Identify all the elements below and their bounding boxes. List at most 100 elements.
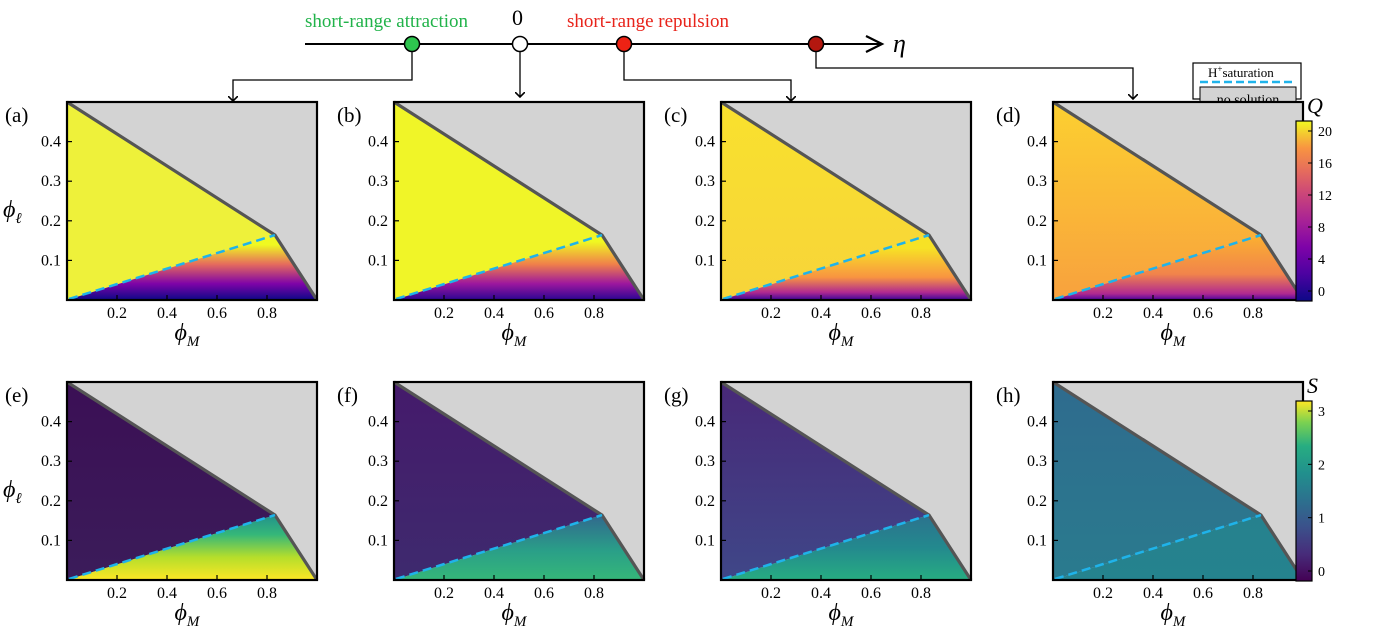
panel-tag: (c)	[664, 103, 687, 127]
panel-frame	[392, 380, 646, 582]
x-tick-label: 0.4	[484, 585, 504, 602]
y-tick-label: 0.4	[695, 134, 715, 151]
y-tick-label: 0.2	[1027, 493, 1047, 510]
x-tick-label: 0.8	[584, 585, 604, 602]
saturation-line	[1054, 233, 1262, 301]
y-tick-label: 0.1	[695, 532, 715, 549]
y-tick-label: 0.2	[368, 213, 388, 230]
lower-region	[721, 235, 971, 300]
x-tick-label: 0.8	[257, 585, 277, 602]
x-tick-label: 0.2	[434, 585, 454, 602]
panel-tag: (b)	[337, 103, 362, 127]
y-tick-label: 0.3	[1027, 453, 1047, 470]
y-axis-label: ϕℓ	[3, 197, 22, 227]
panel-f: 0.2 0.4 0.6 0.8 0.4 0.3 0.2 0.1 ϕM (f)	[337, 380, 646, 630]
x-axis-label: ϕM	[829, 320, 855, 350]
panels-grid: 0.2 0.4 0.6 0.8 0.4 0.3 0.2 0.1 ϕM ϕℓ (a) 0.2 0.4 0.6…	[3, 100, 1305, 630]
x-tick-label: 0.4	[157, 305, 177, 322]
colorbar-q-ticks: 20 16 12 8 4 0	[1308, 125, 1332, 300]
colorbar-tick-label: 0	[1318, 285, 1325, 300]
marker-attraction	[403, 35, 421, 53]
x-axis-label: ϕM	[175, 600, 201, 630]
x-tick-label: 0.6	[534, 305, 554, 322]
y-tick-label: 0.4	[1027, 134, 1047, 151]
x-axis-label: ϕM	[1161, 320, 1187, 350]
x-tick-label: 0.6	[1193, 305, 1213, 322]
panel-tag: (d)	[996, 103, 1021, 127]
x-tick-label: 0.6	[861, 305, 881, 322]
colorbar-tick-label: 2	[1318, 458, 1325, 473]
colorbar-s: S 3 2 1 0	[1295, 373, 1325, 582]
colorbar-tick-label: 4	[1318, 253, 1325, 268]
y-tick-label: 0.4	[368, 414, 388, 431]
x-tick-label: 0.6	[207, 305, 227, 322]
colorbar-tick-label: 8	[1318, 221, 1325, 236]
y-tick-label: 0.2	[1027, 213, 1047, 230]
panel-frame	[65, 100, 319, 302]
colorbar-s-ticks: 3 2 1 0	[1308, 405, 1325, 580]
panel-tag: (a)	[5, 103, 28, 127]
x-tick-label: 0.6	[1193, 585, 1213, 602]
x-tick-label: 0.4	[484, 305, 504, 322]
x-tick-label: 0.4	[1143, 305, 1163, 322]
y-tick-label: 0.1	[41, 252, 61, 269]
y-tick-label: 0.3	[695, 173, 715, 190]
y-tick-label: 0.4	[368, 134, 388, 151]
panel-tag: (f)	[337, 383, 358, 407]
y-tick-label: 0.2	[41, 493, 61, 510]
saturation-line	[395, 233, 603, 301]
y-tick-label: 0.1	[695, 252, 715, 269]
saturation-line	[68, 513, 276, 581]
panel-tag: (e)	[5, 383, 28, 407]
colorbar-tick-label: 1	[1318, 512, 1325, 527]
x-tick-label: 0.6	[534, 585, 554, 602]
connector-a	[233, 44, 413, 101]
x-tick-label: 0.2	[761, 585, 781, 602]
x-tick-label: 0.4	[157, 585, 177, 602]
lower-region	[394, 235, 644, 300]
colorbar-tick-label: 12	[1318, 189, 1332, 204]
lower-region	[67, 235, 317, 300]
panel-frame	[65, 380, 319, 582]
x-tick-label: 0.6	[861, 585, 881, 602]
y-tick-label: 0.2	[41, 213, 61, 230]
y-tick-label: 0.3	[1027, 173, 1047, 190]
eta-axis-symbol: η	[893, 29, 906, 58]
x-tick-label: 0.2	[761, 305, 781, 322]
saturation-line	[722, 513, 930, 581]
x-tick-label: 0.6	[207, 585, 227, 602]
colorbar-tick-label: 0	[1318, 565, 1325, 580]
panel-e: 0.2 0.4 0.6 0.8 0.4 0.3 0.2 0.1 ϕM ϕℓ (e)	[3, 380, 319, 630]
panel-d: 0.2 0.4 0.6 0.8 0.4 0.3 0.2 0.1 ϕM (d)	[996, 100, 1305, 350]
x-tick-label: 0.2	[1093, 305, 1113, 322]
connector-d	[815, 44, 1133, 99]
connector-c	[623, 44, 791, 101]
x-tick-label: 0.2	[1093, 585, 1113, 602]
x-tick-label: 0.8	[1243, 585, 1263, 602]
panel-frame	[719, 380, 973, 582]
x-tick-label: 0.4	[1143, 585, 1163, 602]
y-tick-label: 0.4	[41, 414, 61, 431]
y-tick-label: 0.3	[695, 453, 715, 470]
x-tick-label: 0.4	[811, 585, 831, 602]
x-tick-label: 0.2	[107, 585, 127, 602]
zero-label: 0	[512, 5, 523, 30]
x-tick-label: 0.4	[811, 305, 831, 322]
panel-tag: (h)	[996, 383, 1021, 407]
attraction-label: short-range attraction	[305, 11, 469, 32]
y-tick-label: 0.4	[695, 414, 715, 431]
lower-region	[1053, 515, 1303, 580]
y-tick-label: 0.1	[368, 532, 388, 549]
y-tick-label: 0.1	[1027, 252, 1047, 269]
colorbar-q-symbol: Q	[1307, 93, 1323, 118]
x-tick-label: 0.2	[107, 305, 127, 322]
legend-saturation-label: H+saturation	[1208, 64, 1274, 80]
x-axis-label: ϕM	[502, 600, 528, 630]
y-tick-label: 0.1	[41, 532, 61, 549]
y-tick-label: 0.2	[368, 493, 388, 510]
x-axis-label: ϕM	[175, 320, 201, 350]
panel-g: 0.2 0.4 0.6 0.8 0.4 0.3 0.2 0.1 ϕM (g)	[664, 380, 973, 630]
x-tick-label: 0.8	[257, 305, 277, 322]
marker-strong-repulsion	[807, 35, 825, 53]
